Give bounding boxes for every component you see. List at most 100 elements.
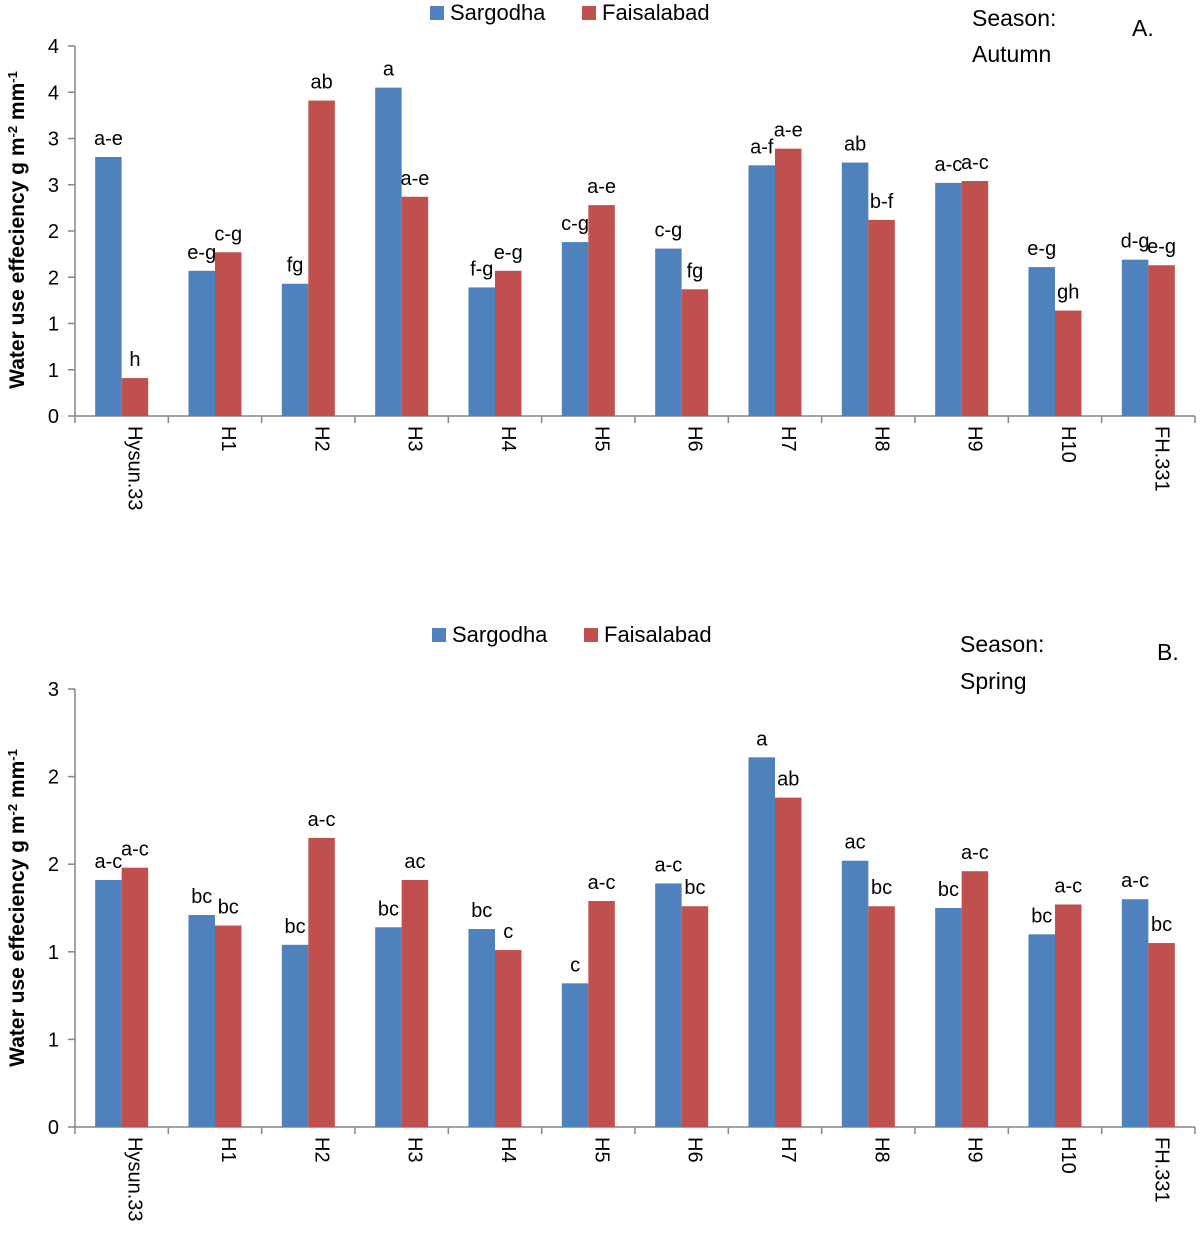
bar-sargodha-h4 (468, 287, 495, 416)
chart-panel-b: 0 1 1 2 2 3 Water use effeciency g m-2 mm-1 a-c… (5, 622, 1196, 1222)
bar-sargodha-h4 (468, 929, 495, 1127)
y-tick-label: 3 (48, 679, 59, 701)
bar-faisalabad-h7 (775, 148, 802, 417)
bar-data-label: a (383, 59, 395, 81)
bar-data-label: fg (287, 255, 304, 277)
bar-sargodha-h10 (1028, 267, 1055, 416)
y-tick-label: 2 (48, 221, 59, 243)
bar-data-label: c (570, 954, 580, 976)
bar-sargodha-hysun33 (95, 879, 122, 1127)
bar-sargodha-h3 (375, 87, 402, 416)
bar-faisalabad-hysun33 (121, 378, 149, 416)
season-label: Season: (972, 5, 1056, 31)
bar-data-label: d-g (1121, 231, 1150, 253)
bar-sargodha-h5 (561, 242, 589, 416)
x-tick-label: H5 (590, 426, 612, 452)
x-tick-label: H1 (217, 1137, 239, 1163)
y-tick-label: 1 (48, 314, 59, 336)
x-tick-label: H4 (497, 426, 519, 452)
bar-data-label: bc (1031, 905, 1052, 927)
x-tick-label: FH.331 (1150, 1137, 1172, 1203)
y-tick-label: 0 (48, 406, 59, 428)
bar-faisalabad-h5 (588, 205, 615, 416)
bar-data-label: ab (844, 134, 866, 156)
bar-data-label: f-g (470, 258, 493, 280)
bar-faisalabad-fh331 (1148, 265, 1175, 416)
bar-data-label: a-c (1121, 870, 1149, 892)
legend-swatch-faisalabad (584, 628, 598, 642)
bar-data-label: e-g (1147, 236, 1176, 258)
bar-faisalabad-h8 (868, 219, 895, 416)
bar-data-label: a-c (121, 839, 149, 861)
y-tick-label: 1 (48, 1029, 59, 1051)
y-axis-title-part: mm (6, 761, 29, 804)
bar-sargodha-h1 (188, 270, 215, 416)
bar-data-label: ab (777, 769, 799, 791)
bar-data-label: fg (687, 260, 704, 282)
bar-faisalabad-h8 (868, 906, 895, 1127)
y-axis-title-superscript: -2 (5, 126, 20, 138)
legend-label-faisalabad: Faisalabad (604, 622, 712, 647)
legend-swatch-sargodha (432, 628, 446, 642)
legend-label-sargodha: Sargodha (452, 622, 548, 647)
bar-data-label: a-f (750, 136, 774, 158)
y-axis-title-part: Water use effeciency g m (6, 137, 29, 388)
season-label: Season: (960, 631, 1044, 657)
bar-sargodha-h8 (841, 860, 869, 1127)
bar-sargodha-hysun33 (95, 157, 122, 416)
bar-data-label: bc (285, 916, 306, 938)
x-tick-label: Hysun.33 (124, 1137, 146, 1222)
bar-sargodha-h10 (1028, 934, 1055, 1127)
bar-data-label: a-c (935, 154, 963, 176)
bar-data-label: a-c (655, 854, 683, 876)
bar-data-label: bc (218, 897, 239, 919)
x-tick-label: H2 (310, 426, 332, 452)
bar-data-label: ac (404, 851, 425, 873)
x-tick-label: H3 (404, 426, 426, 452)
x-tick-label: H9 (964, 1137, 986, 1163)
y-axis-title: Water use effeciency g m-2 mm-1 (5, 71, 30, 389)
x-tick-label: H10 (1057, 1137, 1079, 1174)
y-tick-label: 0 (48, 1117, 59, 1139)
y-axis-title-superscript: -2 (5, 804, 20, 816)
bar-sargodha-h1 (188, 915, 215, 1127)
y-axis-title-part: mm (6, 83, 29, 126)
bar-faisalabad-h2 (308, 837, 335, 1127)
bar-data-label: bc (191, 886, 212, 908)
y-axis-title-part: Water use effeciency g m (6, 815, 29, 1066)
chart-panel-a: 0 1 1 2 2 3 3 4 4 Water use effeciency g m-2 mm-1… (5, 0, 1196, 511)
x-tick-label: H1 (217, 426, 239, 452)
bar-sargodha-h7 (748, 165, 775, 416)
bar-data-label: c (503, 921, 513, 943)
bar-data-label: a-c (588, 872, 616, 894)
bar-data-label: bc (1151, 914, 1172, 936)
x-tick-label: H2 (310, 1137, 332, 1163)
y-tick-label: 3 (48, 175, 59, 197)
bar-faisalabad-h3 (401, 196, 429, 416)
bar-faisalabad-h6 (681, 906, 709, 1127)
bar-data-label: e-g (187, 242, 216, 264)
bar-data-label: c-g (214, 223, 242, 245)
bar-data-label: a-e (774, 120, 803, 142)
y-tick-label: 1 (48, 942, 59, 964)
bar-data-label: a (756, 728, 768, 750)
bar-sargodha-h6 (655, 248, 682, 416)
bar-sargodha-h7 (748, 757, 775, 1127)
bar-faisalabad-h1 (215, 252, 242, 416)
bar-data-label: b-f (870, 191, 894, 213)
bar-faisalabad-hysun33 (121, 867, 149, 1127)
x-tick-label: H5 (590, 1137, 612, 1163)
bar-data-label: ab (310, 72, 332, 94)
y-tick-label: 2 (48, 267, 59, 289)
x-tick-label: H8 (870, 1137, 892, 1163)
bar-data-label: a-c (308, 809, 336, 831)
bar-data-label: bc (938, 879, 959, 901)
x-tick-label: H3 (404, 1137, 426, 1163)
bar-faisalabad-h7 (775, 797, 802, 1127)
bar-data-label: a-c (961, 152, 989, 174)
y-tick-label: 2 (48, 854, 59, 876)
bar-data-label: h (129, 349, 140, 371)
y-axis-title-superscript: -1 (5, 71, 20, 83)
bar-sargodha-h8 (841, 162, 869, 416)
